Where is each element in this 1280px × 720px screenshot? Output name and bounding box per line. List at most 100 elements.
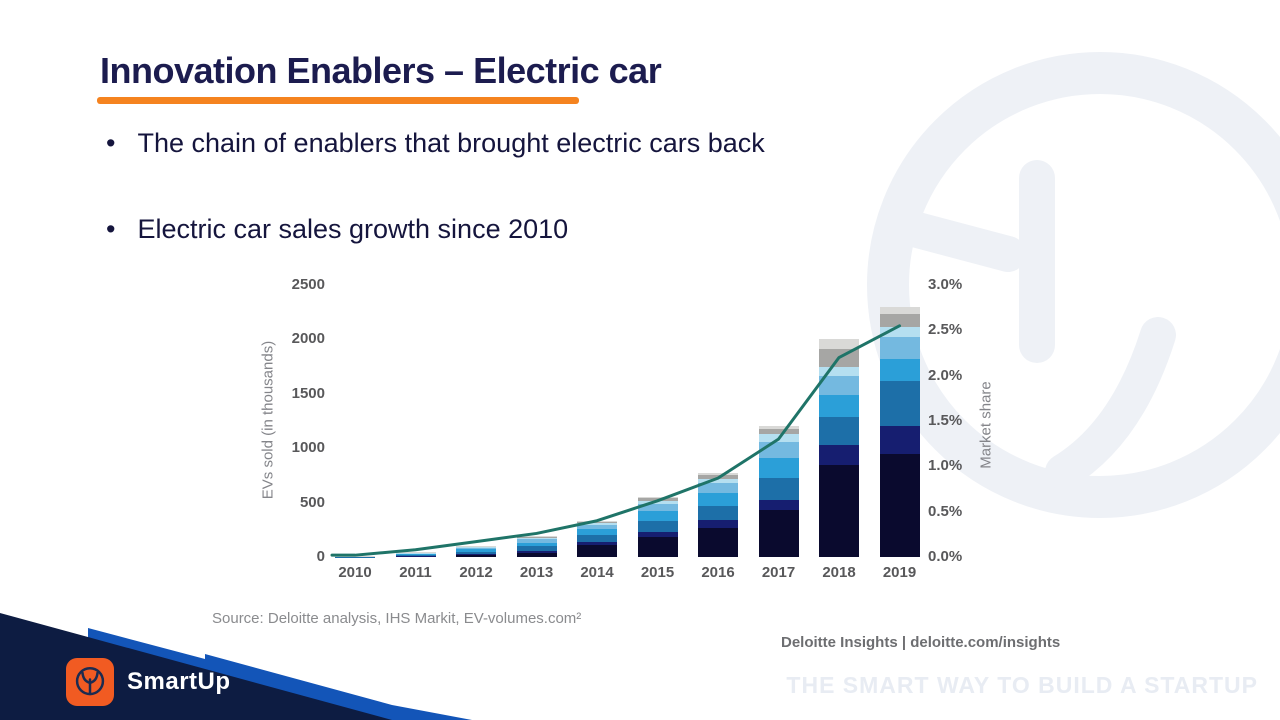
bullet-text: The chain of enablers that brought elect… xyxy=(137,128,765,158)
x-axis-label-2010: 2010 xyxy=(338,564,372,581)
bar-2012-segment-bright-blue xyxy=(456,549,496,552)
right-axis-tick: 3.0% xyxy=(928,276,963,293)
bar-2014-segment-pale-blue xyxy=(577,523,617,525)
slide-title: Innovation Enablers – Electric car xyxy=(100,50,662,91)
bar-2014-segment-steel-blue xyxy=(577,535,617,542)
right-axis-tick: 0.5% xyxy=(928,502,963,520)
source-note: Source: Deloitte analysis, IHS Markit, E… xyxy=(212,610,582,627)
bar-2012-segment-steel-blue xyxy=(456,551,496,554)
bar-2018-segment-darkest-navy xyxy=(819,464,859,557)
bar-2011-segment-light-grey xyxy=(395,552,436,553)
bar-2011-segment-darkest-navy xyxy=(395,556,436,557)
bar-2015-segment-light-grey xyxy=(637,497,678,499)
bar-2015-segment-grey xyxy=(637,498,678,501)
bar-2019-segment-grey xyxy=(879,313,920,328)
bar-2019-segment-light-grey xyxy=(879,306,920,314)
x-axis-label-2019: 2019 xyxy=(882,564,917,581)
right-axis-tick: 1.5% xyxy=(928,412,963,429)
bar-2018-segment-grey xyxy=(819,349,859,368)
bar-2013-segment-grey xyxy=(516,536,557,538)
bar-2012-segment-light-grey xyxy=(456,546,496,547)
bar-2013-segment-pale-blue xyxy=(516,537,557,540)
bullet-dot: • xyxy=(106,128,116,158)
bar-2013-segment-dark-blue xyxy=(516,550,557,553)
left-axis-tick: 1000 xyxy=(291,439,325,457)
bar-2015-segment-light-blue xyxy=(637,503,678,512)
bar-2019-segment-bright-blue xyxy=(879,358,920,382)
bar-2019-segment-pale-blue xyxy=(879,327,920,337)
bar-2014-segment-grey xyxy=(577,521,617,524)
bar-2013-segment-light-grey xyxy=(516,535,557,537)
x-axis-label-2016: 2016 xyxy=(701,564,735,581)
left-axis-tick: 2500 xyxy=(291,276,325,293)
left-axis-tick: 500 xyxy=(299,493,325,511)
bar-2013-segment-light-blue xyxy=(516,539,557,543)
bar-2011-segment-steel-blue xyxy=(395,554,436,556)
bar-2018-segment-dark-blue xyxy=(819,444,859,465)
bar-2018-segment-light-blue xyxy=(819,376,859,395)
bar-2016-segment-light-blue xyxy=(698,483,738,493)
bar-2017-segment-dark-blue xyxy=(758,499,799,511)
bar-2011-segment-dark-blue xyxy=(395,555,436,557)
left-axis-tick: 1500 xyxy=(291,384,325,402)
title-accent-underline xyxy=(97,97,579,104)
bar-2018-segment-light-grey xyxy=(819,339,859,350)
bar-2017-segment-pale-blue xyxy=(758,434,799,442)
bar-2019-segment-steel-blue xyxy=(879,381,920,427)
bar-2014-segment-bright-blue xyxy=(577,529,617,536)
right-axis-tick: 2.5% xyxy=(928,321,963,339)
bar-2018-segment-pale-blue xyxy=(819,367,859,377)
bar-2019-segment-darkest-navy xyxy=(879,453,920,557)
bar-2019-segment-dark-blue xyxy=(879,426,920,454)
bar-2017-segment-light-blue xyxy=(758,441,799,458)
ev-sales-chart: EVs sold (in thousands) Market share 0 50… xyxy=(253,268,1053,598)
bar-2017-segment-bright-blue xyxy=(758,457,799,479)
x-axis-label-2014: 2014 xyxy=(580,564,614,581)
bar-2019-segment-light-blue xyxy=(879,336,920,359)
smartup-logo-text: SmartUp xyxy=(127,668,231,695)
bar-2015-segment-steel-blue xyxy=(637,521,678,532)
bar-2013-segment-bright-blue xyxy=(516,542,557,547)
left-axis-tick: 2000 xyxy=(291,330,325,348)
bar-2014-segment-light-grey xyxy=(577,521,617,522)
bar-2015-segment-darkest-navy xyxy=(637,536,678,557)
x-axis-label-2011: 2011 xyxy=(399,564,432,581)
x-axis-label-2012: 2012 xyxy=(459,564,493,581)
bullet-text: Electric car sales growth since 2010 xyxy=(137,214,569,245)
x-axis-label-2017: 2017 xyxy=(761,564,796,581)
bar-2017-segment-grey xyxy=(758,429,799,435)
bar-2011-segment-bright-blue xyxy=(395,553,436,555)
bar-2016-segment-grey xyxy=(698,474,738,479)
left-axis-title: EVs sold (in thousands) xyxy=(259,340,277,500)
chart-attribution: Deloitte Insights | deloitte.com/insight… xyxy=(781,634,1061,651)
bar-2014-segment-light-blue xyxy=(577,524,617,530)
bullet-list: • The chain of enablers that brought ele… xyxy=(106,127,765,246)
bullet-dot: • xyxy=(106,214,116,245)
bar-2012-segment-darkest-navy xyxy=(456,555,496,557)
bar-2016-segment-dark-blue xyxy=(698,520,738,529)
bar-2014-segment-darkest-navy xyxy=(577,545,617,557)
bar-2015-segment-pale-blue xyxy=(637,500,678,504)
bar-2010-segment-light-grey xyxy=(335,555,375,557)
bar-2018-segment-bright-blue xyxy=(819,394,859,418)
right-axis-tick: 2.0% xyxy=(928,366,963,384)
bar-2013-segment-darkest-navy xyxy=(516,552,557,557)
bar-2014-segment-dark-blue xyxy=(577,541,617,546)
bullet-item: • The chain of enablers that brought ele… xyxy=(106,127,765,159)
bar-2015-segment-bright-blue xyxy=(637,511,678,522)
bar-2017-segment-steel-blue xyxy=(758,478,799,500)
bar-2012-segment-light-blue xyxy=(456,547,496,550)
bar-2015-segment-dark-blue xyxy=(637,531,678,537)
x-axis-label-2018: 2018 xyxy=(822,564,856,581)
bar-2016-segment-light-grey xyxy=(698,473,738,475)
x-axis-label-2013: 2013 xyxy=(519,564,554,581)
footer-tagline: THE SMART WAY TO BUILD A STARTUP xyxy=(786,672,1258,698)
left-axis-tick: 0 xyxy=(316,548,325,565)
smartup-logo: SmartUp xyxy=(66,658,231,706)
bar-2016-segment-pale-blue xyxy=(698,478,738,483)
bar-2013-segment-steel-blue xyxy=(516,546,557,551)
right-axis-tick: 0.0% xyxy=(928,548,963,565)
bar-2012-segment-dark-blue xyxy=(456,553,496,556)
bar-2018-segment-steel-blue xyxy=(819,417,859,445)
